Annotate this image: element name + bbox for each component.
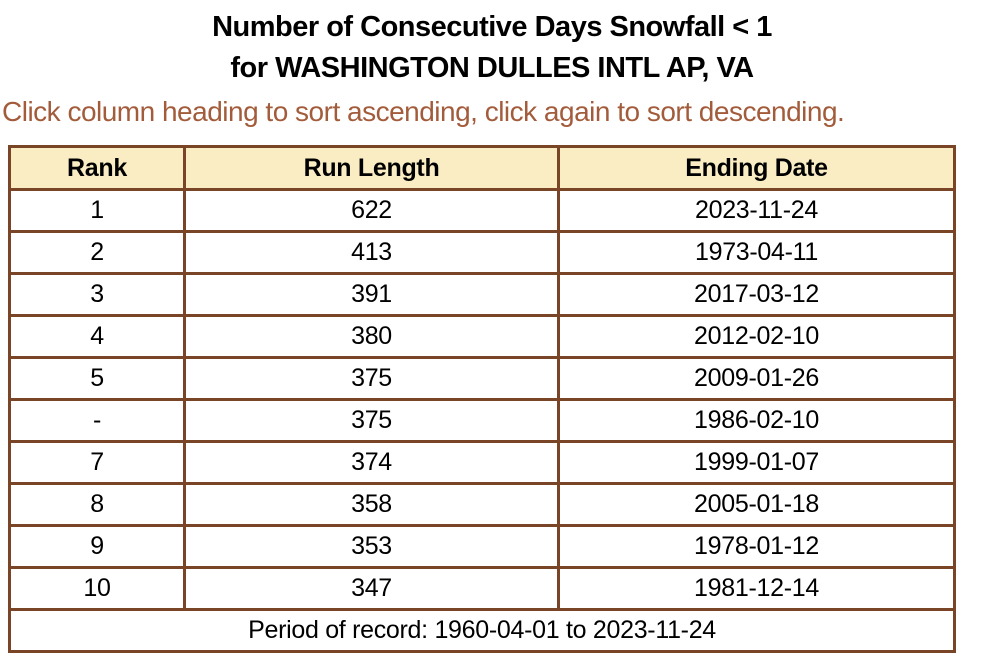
cell-ending-date: 1999-01-07 [557, 440, 956, 485]
cell-run-length: 374 [183, 440, 560, 485]
table-row: - 375 1986-02-10 [8, 398, 956, 443]
page-title-line2: for WASHINGTON DULLES INTL AP, VA [230, 52, 754, 84]
page-title: Number of Consecutive Days Snowfall < 1 … [0, 7, 984, 89]
table-row: 10 347 1981-12-14 [8, 566, 956, 611]
table-row: 9 353 1978-01-12 [8, 524, 956, 569]
cell-ending-date: 2012-02-10 [557, 314, 956, 359]
table-header-row: Rank Run Length Ending Date [8, 145, 956, 191]
cell-run-length: 622 [183, 188, 560, 233]
cell-rank: 1 [8, 188, 186, 233]
cell-rank: 5 [8, 356, 186, 401]
cell-rank: - [8, 398, 186, 443]
column-header-run-length[interactable]: Run Length [183, 145, 560, 191]
cell-ending-date: 1973-04-11 [557, 230, 956, 275]
cell-run-length: 375 [183, 356, 560, 401]
sort-instruction-text: Click column heading to sort ascending, … [2, 96, 845, 127]
cell-rank: 3 [8, 272, 186, 317]
cell-run-length: 413 [183, 230, 560, 275]
cell-rank: 9 [8, 524, 186, 569]
cell-ending-date: 1981-12-14 [557, 566, 956, 611]
table-row: 3 391 2017-03-12 [8, 272, 956, 317]
cell-ending-date: 1986-02-10 [557, 398, 956, 443]
snowfall-run-table: Rank Run Length Ending Date 1 622 2023-1… [8, 145, 956, 653]
cell-run-length: 347 [183, 566, 560, 611]
column-header-rank[interactable]: Rank [8, 145, 186, 191]
period-of-record: Period of record: 1960-04-01 to 2023-11-… [8, 608, 956, 653]
cell-rank: 10 [8, 566, 186, 611]
cell-run-length: 358 [183, 482, 560, 527]
cell-ending-date: 2017-03-12 [557, 272, 956, 317]
page-title-line1: Number of Consecutive Days Snowfall < 1 [212, 11, 772, 43]
cell-ending-date: 1978-01-12 [557, 524, 956, 569]
table-row: 1 622 2023-11-24 [8, 188, 956, 233]
table-row: 4 380 2012-02-10 [8, 314, 956, 359]
cell-rank: 4 [8, 314, 186, 359]
table-row: 8 358 2005-01-18 [8, 482, 956, 527]
table-row: 2 413 1973-04-11 [8, 230, 956, 275]
table-row: 7 374 1999-01-07 [8, 440, 956, 485]
cell-rank: 2 [8, 230, 186, 275]
table-footer-row: Period of record: 1960-04-01 to 2023-11-… [8, 608, 956, 653]
table-row: 5 375 2009-01-26 [8, 356, 956, 401]
cell-rank: 8 [8, 482, 186, 527]
column-header-ending-date[interactable]: Ending Date [557, 145, 956, 191]
cell-rank: 7 [8, 440, 186, 485]
cell-ending-date: 2009-01-26 [557, 356, 956, 401]
cell-run-length: 380 [183, 314, 560, 359]
cell-ending-date: 2005-01-18 [557, 482, 956, 527]
cell-ending-date: 2023-11-24 [557, 188, 956, 233]
cell-run-length: 391 [183, 272, 560, 317]
cell-run-length: 353 [183, 524, 560, 569]
cell-run-length: 375 [183, 398, 560, 443]
